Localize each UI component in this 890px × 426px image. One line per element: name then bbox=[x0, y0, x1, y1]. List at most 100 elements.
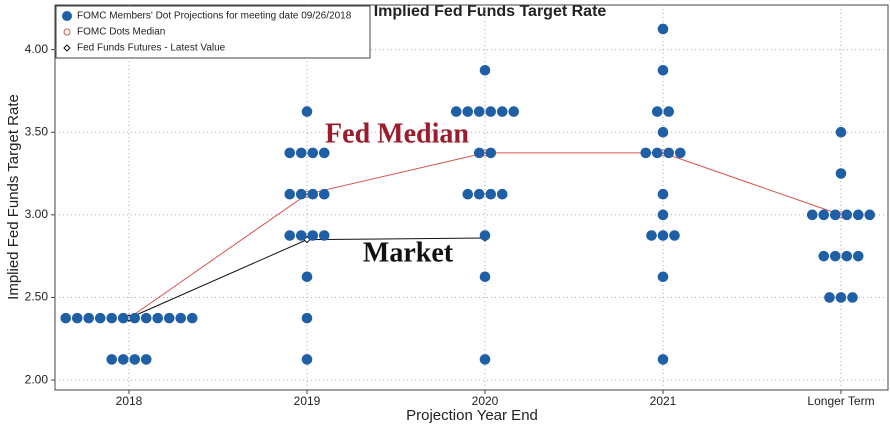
dot bbox=[295, 188, 307, 200]
dot bbox=[301, 312, 313, 324]
dot bbox=[318, 188, 330, 200]
dot bbox=[829, 209, 841, 221]
dot bbox=[496, 188, 508, 200]
legend: FOMC Members' Dot Projections for meetin… bbox=[55, 5, 371, 59]
dot bbox=[473, 106, 485, 117]
dot bbox=[824, 292, 835, 303]
dot bbox=[462, 188, 474, 200]
legend-box bbox=[55, 5, 371, 59]
x-tick-label: 2021 bbox=[650, 394, 677, 408]
dot bbox=[318, 230, 330, 241]
dot bbox=[657, 230, 669, 241]
dot bbox=[657, 23, 669, 35]
dot bbox=[640, 147, 652, 159]
dot bbox=[806, 209, 818, 221]
y-tick-label: 2.00 bbox=[25, 372, 49, 386]
dot bbox=[485, 147, 497, 159]
x-tick-label: Longer Term bbox=[807, 394, 874, 408]
dot bbox=[106, 312, 118, 324]
dot bbox=[663, 147, 675, 159]
dot bbox=[835, 292, 847, 303]
dot bbox=[841, 209, 853, 221]
dot bbox=[462, 106, 474, 117]
legend-marker bbox=[62, 11, 72, 21]
dot bbox=[485, 188, 497, 200]
dot bbox=[301, 271, 313, 283]
dot bbox=[94, 312, 106, 324]
dot bbox=[117, 354, 129, 365]
dot bbox=[473, 188, 485, 200]
dot bbox=[175, 312, 187, 324]
dot bbox=[852, 209, 864, 221]
dot bbox=[646, 230, 657, 241]
dot bbox=[295, 230, 307, 241]
dot bbox=[657, 126, 669, 138]
annotation: Market bbox=[363, 237, 454, 268]
dot bbox=[301, 354, 313, 365]
dot bbox=[864, 209, 876, 221]
dot bbox=[307, 230, 319, 241]
dot bbox=[129, 312, 141, 324]
dot bbox=[669, 230, 680, 241]
dot bbox=[71, 312, 83, 324]
dot bbox=[284, 230, 296, 241]
series-line bbox=[128, 152, 842, 319]
dot bbox=[651, 106, 663, 117]
x-axis-label: Projection Year End bbox=[406, 407, 538, 424]
dot bbox=[307, 188, 319, 200]
chart-title: Implied Fed Funds Target Rate bbox=[374, 3, 607, 20]
dot bbox=[485, 106, 497, 117]
dot bbox=[479, 64, 491, 76]
legend-marker bbox=[63, 28, 71, 36]
y-tick-label: 2.50 bbox=[25, 290, 49, 304]
dot bbox=[818, 250, 830, 262]
dot bbox=[657, 271, 669, 283]
dot bbox=[847, 292, 858, 303]
legend-label: FOMC Dots Median bbox=[77, 27, 165, 38]
dot bbox=[479, 354, 491, 365]
dot bbox=[657, 188, 669, 200]
dot bbox=[450, 106, 462, 117]
y-tick-label: 3.00 bbox=[25, 207, 49, 221]
dot bbox=[186, 312, 198, 324]
dot bbox=[841, 250, 853, 262]
dot bbox=[479, 230, 491, 241]
legend-label: FOMC Members' Dot Projections for meetin… bbox=[77, 11, 352, 22]
dot bbox=[295, 147, 307, 159]
dot bbox=[852, 250, 864, 262]
dot bbox=[657, 209, 669, 221]
y-tick-label: 3.50 bbox=[25, 124, 49, 138]
dot bbox=[674, 147, 686, 159]
dot bbox=[651, 147, 663, 159]
y-axis-label: Implied Fed Funds Target Rate bbox=[5, 94, 22, 300]
x-tick-label: 2019 bbox=[294, 394, 321, 408]
dot bbox=[60, 312, 72, 324]
dot bbox=[818, 209, 830, 221]
dot bbox=[657, 64, 669, 76]
x-tick-label: 2018 bbox=[116, 394, 143, 408]
dot bbox=[284, 188, 296, 200]
plot-frame bbox=[54, 4, 889, 391]
dot bbox=[835, 168, 847, 179]
annotation: Fed Median bbox=[325, 118, 469, 149]
legend-marker bbox=[63, 44, 71, 52]
legend-label: Fed Funds Futures - Latest Value bbox=[77, 43, 226, 54]
dot bbox=[496, 106, 508, 117]
dot bbox=[307, 147, 319, 159]
dot bbox=[284, 147, 296, 159]
dot bbox=[473, 147, 485, 159]
dot bbox=[163, 312, 175, 324]
dot bbox=[663, 106, 675, 117]
dot bbox=[318, 147, 330, 159]
dot bbox=[829, 250, 841, 262]
dot bbox=[106, 354, 118, 365]
dot bbox=[835, 126, 847, 138]
dot bbox=[117, 312, 129, 324]
dot bbox=[129, 354, 141, 365]
dot bbox=[152, 312, 164, 324]
dot bbox=[508, 106, 520, 117]
dot bbox=[301, 106, 313, 117]
dot bbox=[657, 354, 669, 365]
x-tick-label: 2020 bbox=[472, 394, 499, 408]
